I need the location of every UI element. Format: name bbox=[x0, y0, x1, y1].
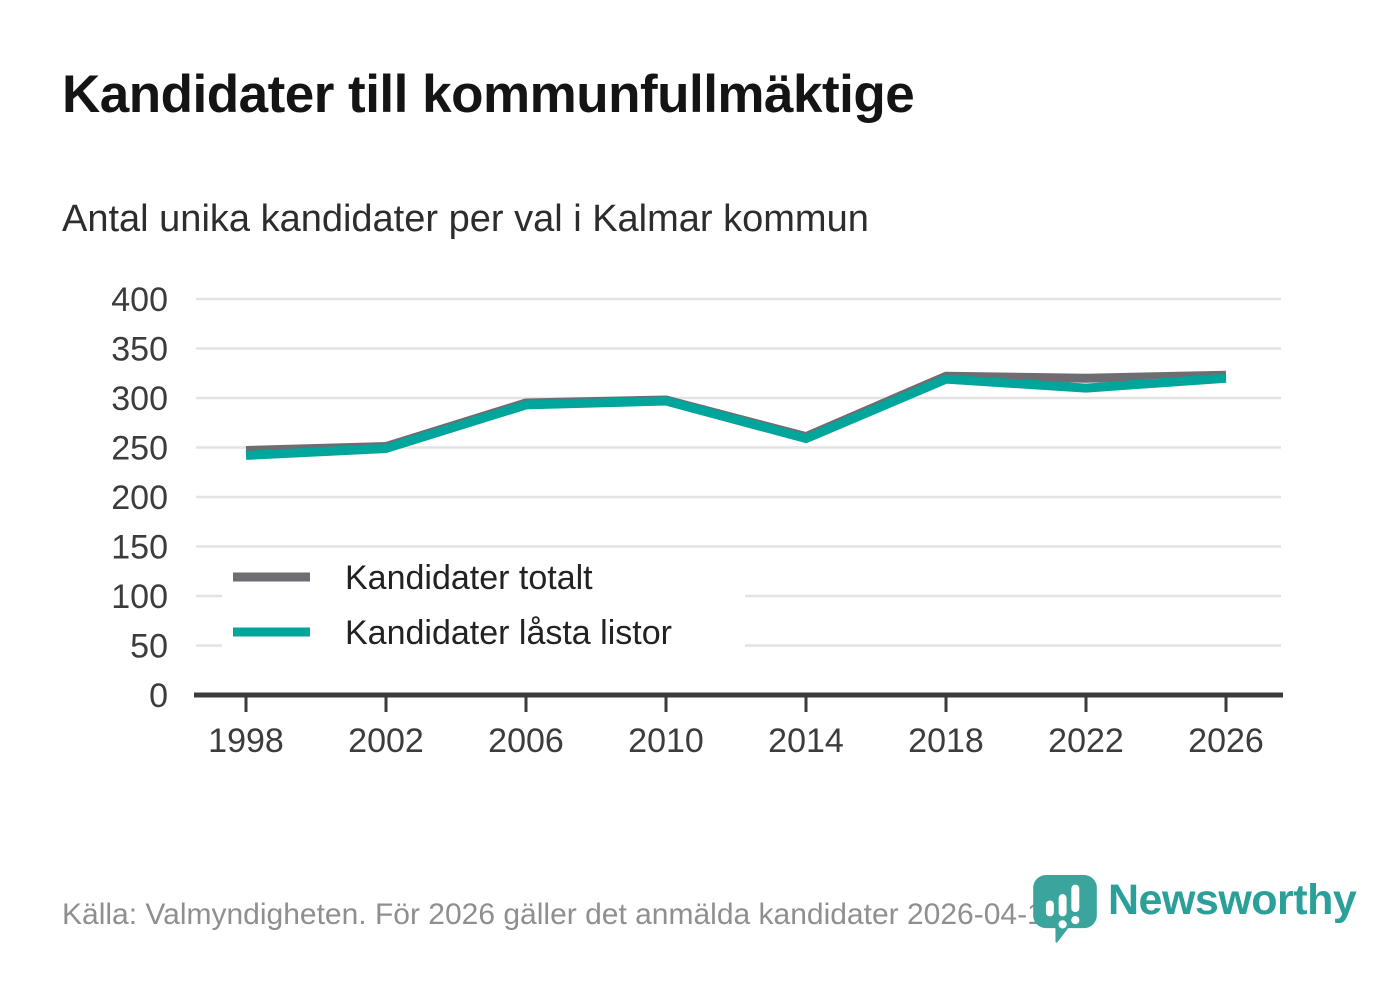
y-axis-tick-label: 150 bbox=[111, 529, 168, 567]
chart-title: Kandidater till kommunfullmäktige bbox=[62, 65, 915, 124]
x-axis-tick-label: 2002 bbox=[348, 722, 424, 760]
y-axis-tick-label: 300 bbox=[111, 380, 168, 418]
y-axis-tick-label: 0 bbox=[149, 677, 168, 715]
x-axis-tick-label: 2014 bbox=[768, 722, 844, 760]
y-axis-tick-label: 400 bbox=[111, 281, 168, 319]
y-axis-tick-label: 200 bbox=[111, 479, 168, 517]
x-axis-tick-label: 2022 bbox=[1048, 722, 1124, 760]
y-axis-tick-label: 50 bbox=[130, 628, 168, 666]
x-axis-tick-label: 1998 bbox=[208, 722, 284, 760]
x-axis-tick-label: 2006 bbox=[488, 722, 564, 760]
x-axis-tick-label: 2018 bbox=[908, 722, 984, 760]
legend-background bbox=[222, 551, 745, 659]
y-axis-tick-label: 250 bbox=[111, 430, 168, 468]
legend-label: Kandidater totalt bbox=[345, 559, 593, 597]
newsworthy-logo-icon bbox=[1033, 875, 1097, 943]
newsworthy-logo-text: Newsworthy bbox=[1108, 876, 1357, 924]
chart-subtitle: Antal unika kandidater per val i Kalmar … bbox=[62, 198, 869, 240]
x-axis-tick-label: 2010 bbox=[628, 722, 704, 760]
series-line-kandidater-lasta-listor bbox=[245, 373, 1227, 460]
y-axis-tick-label: 350 bbox=[111, 331, 168, 369]
x-axis-tick-label: 2026 bbox=[1188, 722, 1264, 760]
y-axis-tick-label: 100 bbox=[111, 578, 168, 616]
newsworthy-logo[interactable]: Newsworthy bbox=[1032, 874, 1357, 944]
source-note: Källa: Valmyndigheten. För 2026 gäller d… bbox=[62, 898, 1069, 931]
legend-label: Kandidater låsta listor bbox=[345, 614, 672, 652]
